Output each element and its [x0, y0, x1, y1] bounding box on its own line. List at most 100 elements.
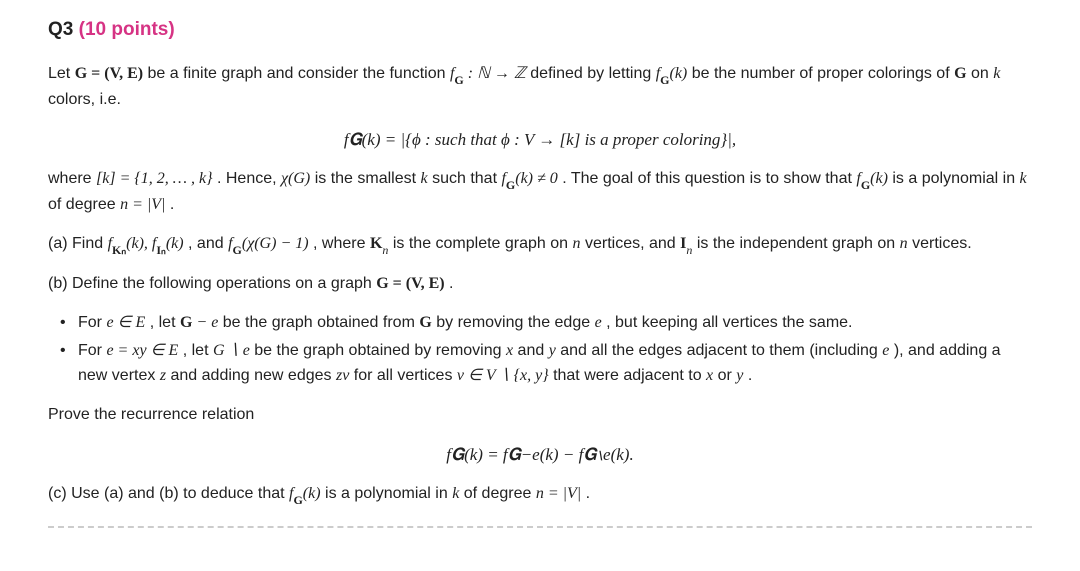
text: or — [718, 367, 737, 384]
where-paragraph: where [k] = {1, 2, … , k} . Hence, χ(G) … — [48, 167, 1032, 218]
text: and adding new edges — [171, 367, 336, 384]
math: n — [900, 235, 908, 252]
text: . — [748, 367, 752, 384]
math: n — [573, 235, 581, 252]
text: vertices. — [912, 235, 972, 252]
text: For — [78, 342, 106, 359]
text: of degree — [464, 485, 536, 502]
math: (k) — [870, 170, 888, 187]
math-sub: Kₙ — [112, 243, 126, 257]
text: (a) Find — [48, 235, 108, 252]
math-sub: G — [233, 243, 242, 257]
text: is a polynomial in — [892, 170, 1019, 187]
text: For — [78, 314, 106, 331]
math: (k) — [670, 65, 688, 82]
question-points: (10 points) — [79, 19, 175, 40]
text: , let — [150, 314, 180, 331]
text: (b) Define the following operations on a… — [48, 275, 376, 292]
intro-paragraph: Let G = (V, E) be a finite graph and con… — [48, 62, 1032, 113]
text: that were adjacent to — [553, 367, 706, 384]
math: e = xy ∈ E — [106, 342, 178, 359]
math: G = (V, E) — [376, 275, 444, 292]
text: where — [48, 170, 96, 187]
math: G — [954, 65, 966, 82]
math: K — [370, 235, 382, 252]
text: for all vertices — [354, 367, 457, 384]
separator — [48, 526, 1032, 528]
math: n = |V| — [536, 485, 581, 502]
math: f — [228, 235, 232, 252]
math: (k) — [166, 235, 184, 252]
text: on — [971, 65, 993, 82]
text: is a polynomial in — [325, 485, 452, 502]
operations-list: For e ∈ E , let G − e be the graph obtai… — [48, 311, 1032, 389]
text: and — [518, 342, 549, 359]
text: of degree — [48, 196, 120, 213]
text: , let — [183, 342, 213, 359]
part-c: (c) Use (a) and (b) to deduce that fG(k)… — [48, 482, 1032, 508]
text: by removing the edge — [436, 314, 594, 331]
math: G = (V, E) — [75, 65, 143, 82]
math: y — [736, 367, 743, 384]
math: G — [419, 314, 431, 331]
part-b-intro: (b) Define the following operations on a… — [48, 272, 1032, 297]
text: Let — [48, 65, 75, 82]
math: [k] = {1, 2, … , k} — [96, 170, 212, 187]
math: z — [160, 367, 166, 384]
text: . The goal of this question is to show t… — [562, 170, 856, 187]
text: , where — [313, 235, 370, 252]
text: . — [449, 275, 453, 292]
math: x — [506, 342, 513, 359]
math-sub: G — [293, 493, 302, 507]
text: such that — [432, 170, 501, 187]
text: (c) Use (a) and (b) to deduce that — [48, 485, 289, 502]
math: k — [993, 65, 1000, 82]
text: . — [170, 196, 174, 213]
text: . — [586, 485, 590, 502]
math: e ∈ E — [106, 314, 145, 331]
text: , but keeping all vertices the same. — [606, 314, 852, 331]
math: e — [211, 314, 218, 331]
text: and all the edges adjacent to them (incl… — [560, 342, 882, 359]
question-header: Q3 (10 points) — [48, 15, 1032, 44]
math: k — [452, 485, 459, 502]
math: G ∖ e — [213, 342, 250, 359]
text: vertices, and — [585, 235, 680, 252]
math: e — [595, 314, 602, 331]
math: e — [882, 342, 889, 359]
math-sub: Iₙ — [156, 243, 165, 257]
math: k — [421, 170, 428, 187]
math: f𝐆(k) = f𝐆−e(k) − f𝐆∖e(k). — [446, 445, 633, 464]
math-sub: n — [382, 243, 388, 257]
math-sub: G — [454, 73, 463, 87]
math: v ∈ V ∖ {x, y} — [457, 367, 549, 384]
list-item: For e = xy ∈ E , let G ∖ e be the graph … — [78, 339, 1032, 389]
text: colors, i.e. — [48, 91, 121, 108]
text: is the smallest — [315, 170, 421, 187]
text: be the graph obtained from — [223, 314, 420, 331]
math: : ℕ → ℤ — [464, 65, 526, 82]
text: be the graph obtained by removing — [254, 342, 506, 359]
display-equation-2: f𝐆(k) = f𝐆−e(k) − f𝐆∖e(k). — [48, 442, 1032, 468]
text: . Hence, — [217, 170, 281, 187]
math: x — [706, 367, 713, 384]
part-a: (a) Find fKₙ(k), fIₙ(k) , and fG(χ(G) − … — [48, 232, 1032, 258]
math: y — [549, 342, 556, 359]
display-equation-1: f𝐆(k) = |{ϕ : such that ϕ : V → [k] is a… — [48, 127, 1032, 153]
text: is the complete graph on — [393, 235, 573, 252]
text: be a finite graph and consider the funct… — [148, 65, 450, 82]
math: (χ(G) − 1) — [242, 235, 309, 252]
math: (k) ≠ 0 — [515, 170, 558, 187]
list-item: For e ∈ E , let G − e be the graph obtai… — [78, 311, 1032, 336]
math: zv — [336, 367, 349, 384]
prove-text: Prove the recurrence relation — [48, 403, 1032, 428]
math-sub: G — [861, 178, 870, 192]
text: is the independent graph on — [697, 235, 900, 252]
text: be the number of proper colorings of — [692, 65, 954, 82]
math: (k) — [303, 485, 321, 502]
math: k — [1020, 170, 1027, 187]
math-sub: G — [506, 178, 515, 192]
math: f𝐆(k) = |{ϕ : such that ϕ : V → [k] is a… — [344, 130, 736, 149]
math: n = |V| — [120, 196, 165, 213]
math: (k), f — [126, 235, 156, 252]
